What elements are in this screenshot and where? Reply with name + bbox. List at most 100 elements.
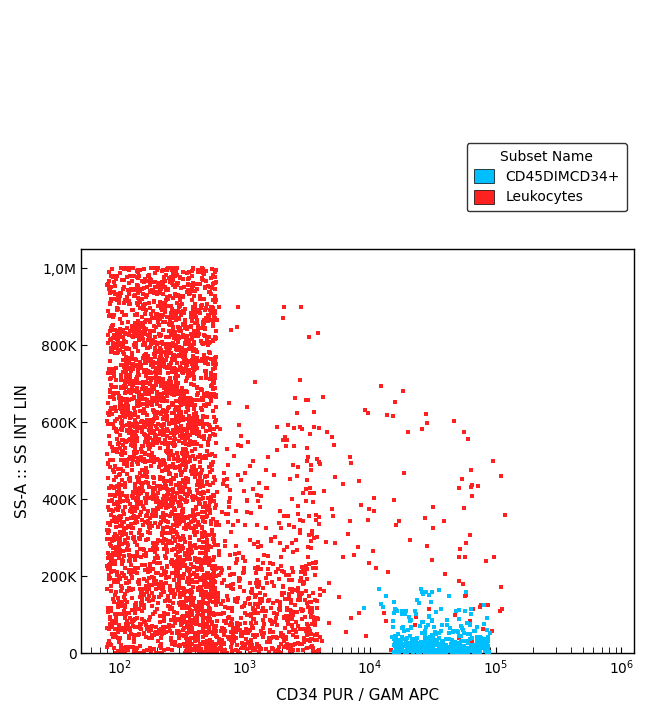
Leukocytes [197,299,207,311]
Leukocytes [192,582,203,594]
Leukocytes [111,340,121,352]
Leukocytes [198,547,208,559]
Leukocytes [161,345,172,356]
Leukocytes [166,383,176,395]
CD45DIMCD34+ [391,641,402,653]
Leukocytes [142,439,153,451]
Leukocytes [216,641,226,653]
Leukocytes [152,433,162,444]
Leukocytes [302,573,313,584]
Leukocytes [201,622,211,633]
Leukocytes [135,398,146,409]
Leukocytes [160,434,170,446]
Leukocytes [281,602,292,614]
Leukocytes [198,419,208,431]
Leukocytes [292,637,303,648]
Leukocytes [255,597,265,609]
CD45DIMCD34+ [404,645,415,657]
Leukocytes [168,263,179,274]
Leukocytes [240,640,251,651]
CD45DIMCD34+ [434,632,445,643]
Leukocytes [168,279,179,291]
CD45DIMCD34+ [431,628,441,640]
Leukocytes [118,622,129,633]
Leukocytes [198,355,209,366]
Leukocytes [153,347,163,358]
Leukocytes [192,576,202,587]
Leukocytes [146,418,157,429]
Leukocytes [161,551,171,562]
Leukocytes [120,294,130,305]
Leukocytes [185,416,195,427]
Leukocytes [164,584,175,595]
Leukocytes [195,620,205,631]
Leukocytes [296,587,307,599]
Leukocytes [293,585,304,597]
Leukocytes [220,625,231,637]
Leukocytes [208,363,218,375]
Leukocytes [244,592,254,604]
Leukocytes [386,644,396,656]
Leukocytes [272,619,282,630]
Leukocytes [210,373,220,384]
Leukocytes [261,482,272,494]
CD45DIMCD34+ [462,643,473,654]
Leukocytes [105,384,116,396]
Leukocytes [196,488,207,500]
Leukocytes [172,383,182,394]
Leukocytes [169,510,179,521]
Leukocytes [111,325,122,336]
Leukocytes [254,587,265,599]
Leukocytes [195,462,205,473]
Leukocytes [195,471,205,482]
Leukocytes [118,264,129,275]
Leukocytes [207,647,218,658]
Leukocytes [146,275,157,286]
Leukocytes [162,521,173,533]
Leukocytes [124,409,135,421]
Leukocytes [129,414,140,426]
Leukocytes [106,639,116,651]
Leukocytes [170,439,180,451]
Leukocytes [196,558,206,569]
Leukocytes [122,409,133,421]
Leukocytes [186,329,196,340]
CD45DIMCD34+ [415,644,426,656]
Leukocytes [179,568,189,579]
Leukocytes [121,641,131,653]
Leukocytes [187,609,198,620]
Leukocytes [311,645,321,657]
Leukocytes [252,579,263,590]
CD45DIMCD34+ [478,633,489,645]
Leukocytes [111,480,122,492]
Leukocytes [177,432,187,443]
Leukocytes [151,490,161,501]
Leukocytes [206,518,216,529]
Leukocytes [128,426,138,438]
Leukocytes [176,391,187,403]
CD45DIMCD34+ [402,648,412,659]
Leukocytes [194,279,205,290]
Leukocytes [114,293,124,304]
Leukocytes [199,314,209,326]
CD45DIMCD34+ [400,646,410,658]
CD45DIMCD34+ [434,638,445,650]
Leukocytes [128,421,138,432]
Leukocytes [137,330,148,341]
Leukocytes [127,616,138,628]
Leukocytes [154,320,164,331]
Leukocytes [171,411,181,423]
Leukocytes [168,429,179,441]
Leukocytes [116,580,126,592]
Leukocytes [191,634,202,645]
CD45DIMCD34+ [430,640,440,651]
Leukocytes [209,540,220,551]
Leukocytes [129,450,139,462]
Leukocytes [211,616,222,628]
Leukocytes [205,373,216,385]
CD45DIMCD34+ [428,644,438,656]
Leukocytes [242,628,253,639]
Leukocytes [191,355,202,367]
Leukocytes [428,501,438,513]
Leukocytes [176,291,187,302]
